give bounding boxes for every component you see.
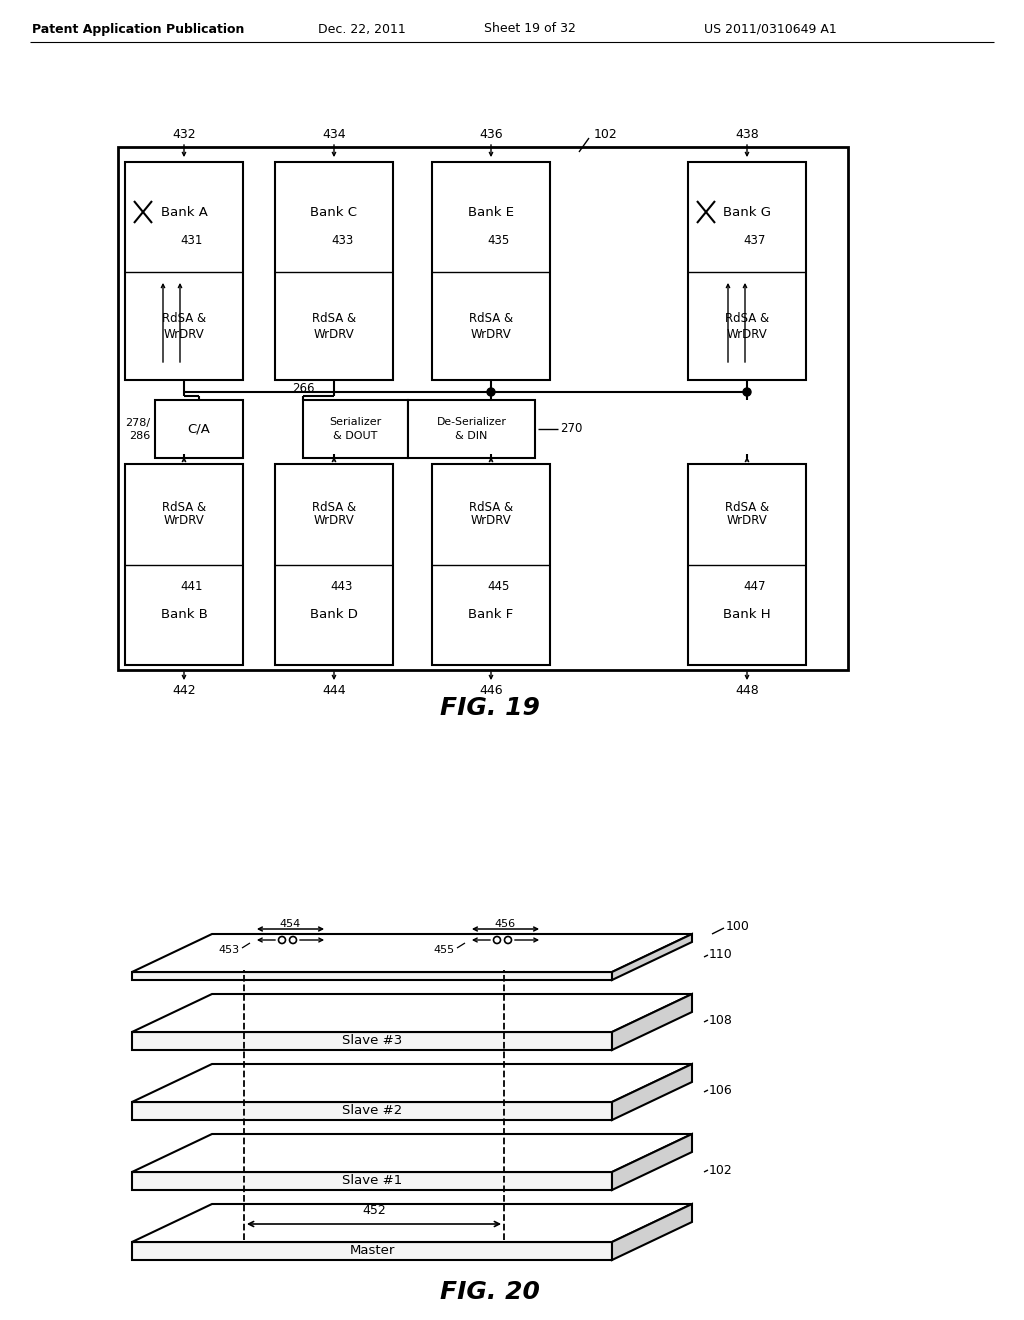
- Bar: [125, 465, 243, 665]
- Text: Slave #2: Slave #2: [342, 1105, 402, 1118]
- Text: 102: 102: [709, 1163, 733, 1176]
- Text: 266: 266: [292, 381, 314, 395]
- Bar: [275, 162, 393, 380]
- Text: WrDRV: WrDRV: [471, 513, 511, 527]
- Bar: [688, 162, 806, 380]
- Text: Bank C: Bank C: [310, 206, 357, 219]
- Bar: [432, 465, 550, 665]
- Text: RdSA &: RdSA &: [162, 313, 206, 326]
- Text: 438: 438: [735, 128, 759, 140]
- Text: WrDRV: WrDRV: [313, 327, 354, 341]
- Text: WrDRV: WrDRV: [164, 327, 205, 341]
- Text: Patent Application Publication: Patent Application Publication: [32, 22, 244, 36]
- Polygon shape: [132, 972, 612, 979]
- Text: 448: 448: [735, 684, 759, 697]
- Polygon shape: [132, 1064, 692, 1102]
- Text: & DIN: & DIN: [456, 432, 487, 441]
- Text: 106: 106: [709, 1084, 733, 1097]
- Polygon shape: [132, 1134, 692, 1172]
- Bar: [275, 465, 393, 665]
- Text: 436: 436: [479, 128, 503, 140]
- Text: Bank B: Bank B: [161, 609, 208, 622]
- Text: RdSA &: RdSA &: [312, 313, 356, 326]
- Text: US 2011/0310649 A1: US 2011/0310649 A1: [703, 22, 837, 36]
- Text: 102: 102: [594, 128, 617, 141]
- Text: 443: 443: [331, 581, 353, 594]
- Bar: [155, 400, 243, 458]
- Text: 286: 286: [129, 432, 150, 441]
- Text: 446: 446: [479, 684, 503, 697]
- Text: 433: 433: [331, 234, 353, 247]
- Polygon shape: [612, 994, 692, 1049]
- Text: 454: 454: [280, 919, 301, 929]
- Text: 437: 437: [743, 234, 766, 247]
- Text: Master: Master: [349, 1245, 394, 1258]
- Bar: [432, 162, 550, 380]
- Text: 452: 452: [362, 1204, 386, 1217]
- Text: Bank E: Bank E: [468, 206, 514, 219]
- Text: 442: 442: [172, 684, 196, 697]
- Text: & DOUT: & DOUT: [334, 432, 378, 441]
- Circle shape: [487, 388, 495, 396]
- Polygon shape: [612, 1064, 692, 1119]
- Text: 432: 432: [172, 128, 196, 140]
- Polygon shape: [132, 994, 692, 1032]
- Text: 455: 455: [434, 945, 455, 954]
- Text: Sheet 19 of 32: Sheet 19 of 32: [484, 22, 575, 36]
- Text: Dec. 22, 2011: Dec. 22, 2011: [318, 22, 406, 36]
- Polygon shape: [612, 1204, 692, 1261]
- Text: 434: 434: [323, 128, 346, 140]
- Polygon shape: [132, 1204, 692, 1242]
- Text: De-Serializer: De-Serializer: [436, 417, 507, 426]
- Text: 456: 456: [495, 919, 515, 929]
- Polygon shape: [612, 935, 692, 979]
- Text: Serializer: Serializer: [330, 417, 382, 426]
- Text: FIG. 19: FIG. 19: [440, 696, 540, 719]
- Text: RdSA &: RdSA &: [162, 502, 206, 513]
- Text: 444: 444: [323, 684, 346, 697]
- Text: Bank F: Bank F: [468, 609, 514, 622]
- Text: 447: 447: [743, 581, 766, 594]
- Text: RdSA &: RdSA &: [469, 502, 513, 513]
- Polygon shape: [612, 1134, 692, 1191]
- Text: Slave #3: Slave #3: [342, 1035, 402, 1048]
- Text: 270: 270: [560, 422, 583, 436]
- Polygon shape: [132, 1102, 612, 1119]
- Text: Bank H: Bank H: [723, 609, 771, 622]
- Text: WrDRV: WrDRV: [164, 513, 205, 527]
- Text: RdSA &: RdSA &: [469, 313, 513, 326]
- Polygon shape: [132, 1032, 612, 1049]
- Text: RdSA &: RdSA &: [312, 502, 356, 513]
- Text: C/A: C/A: [187, 422, 211, 436]
- Bar: [303, 400, 408, 458]
- Text: Bank D: Bank D: [310, 609, 358, 622]
- Text: FIG. 20: FIG. 20: [440, 1280, 540, 1304]
- Text: 108: 108: [709, 1014, 733, 1027]
- Text: Slave #1: Slave #1: [342, 1175, 402, 1188]
- Bar: [408, 400, 535, 458]
- Bar: [118, 147, 848, 671]
- Text: 431: 431: [181, 234, 203, 247]
- Text: 100: 100: [726, 920, 750, 932]
- Text: WrDRV: WrDRV: [313, 513, 354, 527]
- Text: 441: 441: [181, 581, 203, 594]
- Polygon shape: [132, 935, 692, 972]
- Text: WrDRV: WrDRV: [727, 513, 767, 527]
- Text: 435: 435: [487, 234, 510, 247]
- Bar: [688, 465, 806, 665]
- Text: WrDRV: WrDRV: [727, 327, 767, 341]
- Text: RdSA &: RdSA &: [725, 502, 769, 513]
- Circle shape: [743, 388, 751, 396]
- Text: RdSA &: RdSA &: [725, 313, 769, 326]
- Text: 278/: 278/: [125, 418, 150, 428]
- Text: Bank G: Bank G: [723, 206, 771, 219]
- Polygon shape: [132, 1242, 612, 1261]
- Text: WrDRV: WrDRV: [471, 327, 511, 341]
- Bar: [125, 162, 243, 380]
- Polygon shape: [132, 1172, 612, 1191]
- Text: 453: 453: [219, 945, 240, 954]
- Text: 110: 110: [709, 949, 733, 961]
- Text: Bank A: Bank A: [161, 206, 208, 219]
- Text: 445: 445: [487, 581, 510, 594]
